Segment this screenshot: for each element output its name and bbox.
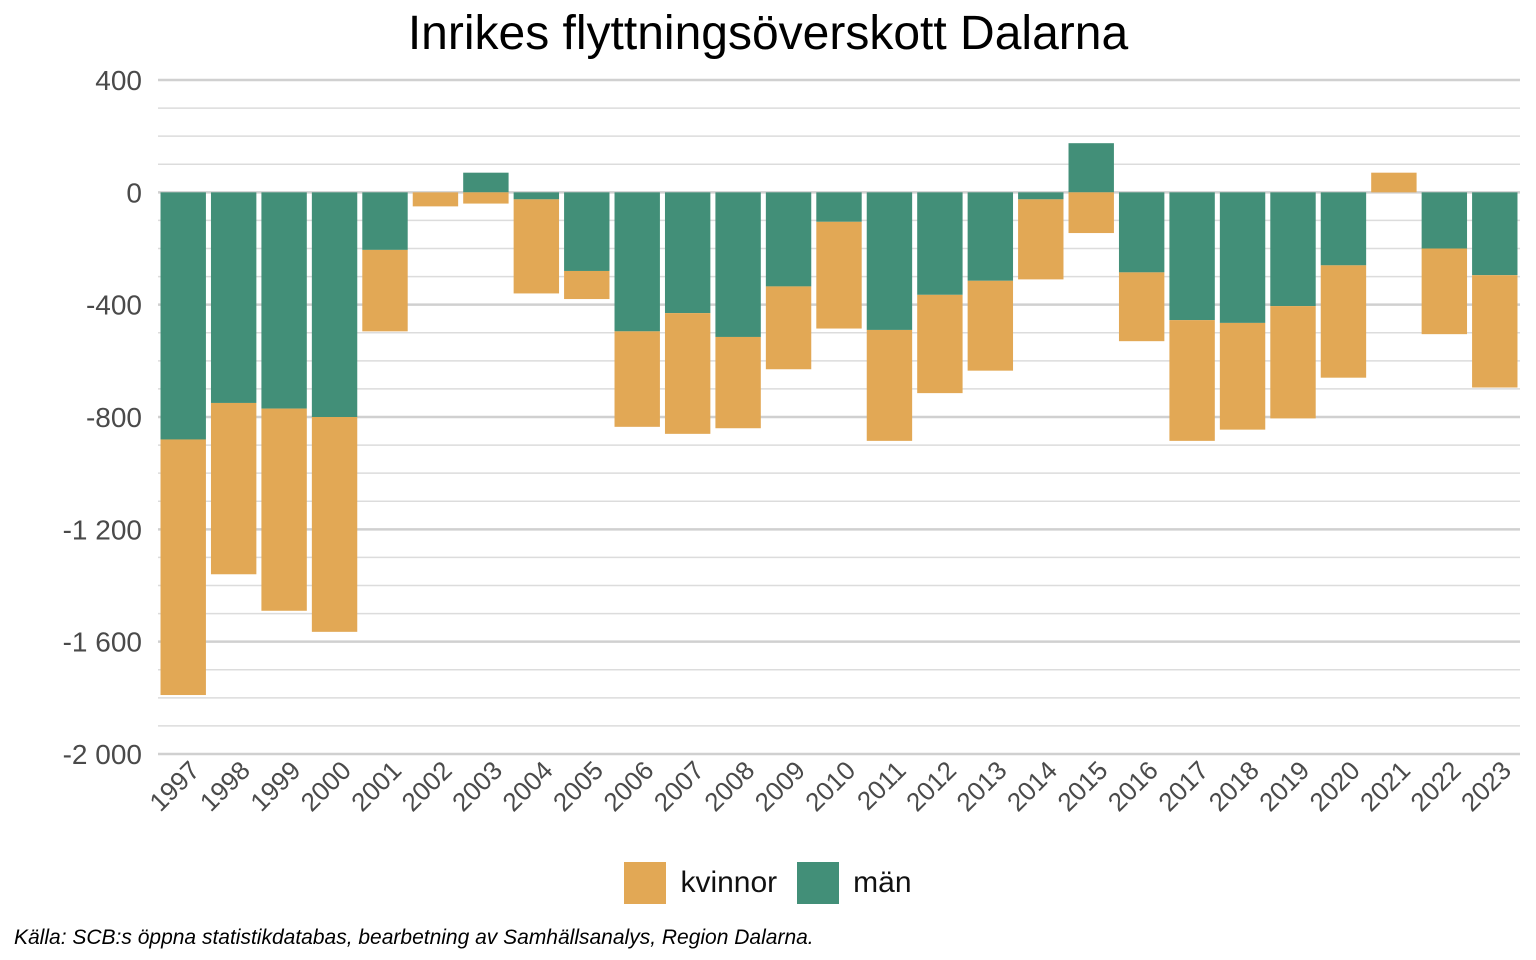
x-tick-label: 2002 xyxy=(396,755,458,817)
bar-man-1997 xyxy=(160,192,206,440)
x-tick-label: 2014 xyxy=(1001,755,1063,817)
x-tick-label: 2012 xyxy=(900,755,962,817)
bar-kvinnor-2007 xyxy=(664,313,711,434)
x-tick-label: 2006 xyxy=(597,755,659,817)
y-tick-label: -1 600 xyxy=(63,627,142,658)
bar-man-2003 xyxy=(463,172,509,193)
x-tick-label: 2021 xyxy=(1354,755,1416,817)
bar-kvinnor-2011 xyxy=(866,329,913,441)
bar-man-2009 xyxy=(765,192,812,287)
bar-man-2022 xyxy=(1421,192,1468,249)
bar-man-2017 xyxy=(1169,192,1215,321)
legend: kvinnor män xyxy=(0,862,1536,904)
x-tick-label: 2011 xyxy=(851,755,912,816)
bar-man-2011 xyxy=(866,192,913,330)
bars-layer xyxy=(160,143,1518,696)
bar-kvinnor-2020 xyxy=(1320,265,1367,378)
y-tick-label: -2 000 xyxy=(63,739,142,770)
bar-kvinnor-1998 xyxy=(210,402,257,575)
legend-label-man: män xyxy=(853,866,912,899)
x-tick-label: 2015 xyxy=(1051,755,1113,817)
bar-man-2013 xyxy=(967,192,1014,281)
legend-item-kvinnor: kvinnor xyxy=(624,862,777,904)
x-tick-label: 2023 xyxy=(1455,755,1517,817)
y-tick-label: 400 xyxy=(95,65,142,96)
x-axis-ticks: 1997199819992000200120022003200420052006… xyxy=(143,755,1517,817)
legend-swatch-man xyxy=(797,862,840,904)
bar-man-2010 xyxy=(816,192,862,222)
bar-man-1999 xyxy=(261,192,307,409)
bar-man-2007 xyxy=(664,192,711,314)
bar-kvinnor-2017 xyxy=(1169,320,1215,441)
bar-kvinnor-2016 xyxy=(1118,272,1165,342)
bar-kvinnor-2013 xyxy=(967,280,1014,371)
bar-kvinnor-2018 xyxy=(1219,322,1266,430)
bar-kvinnor-2015 xyxy=(1068,192,1114,234)
legend-label-kvinnor: kvinnor xyxy=(680,866,778,899)
x-tick-label: 1997 xyxy=(143,755,205,817)
x-tick-label: 2008 xyxy=(698,755,760,817)
x-tick-label: 1998 xyxy=(194,755,256,817)
x-tick-label: 2000 xyxy=(295,755,357,817)
x-tick-label: 2018 xyxy=(1203,755,1265,817)
chart-title: Inrikes flyttningsöverskott Dalarna xyxy=(407,7,1129,60)
bar-man-2000 xyxy=(311,192,358,417)
x-tick-label: 2022 xyxy=(1404,755,1466,817)
y-tick-label: -400 xyxy=(86,290,142,321)
y-tick-label: -1 200 xyxy=(63,514,142,545)
x-tick-label: 2013 xyxy=(950,755,1012,817)
bar-man-2006 xyxy=(614,192,660,332)
x-tick-label: 1999 xyxy=(244,755,306,817)
source-caption: Källa: SCB:s öppna statistikdatabas, bea… xyxy=(14,926,814,949)
bar-kvinnor-2001 xyxy=(362,249,408,332)
legend-item-man: män xyxy=(797,862,912,904)
bar-man-2023 xyxy=(1472,192,1518,276)
x-tick-label: 2010 xyxy=(799,755,861,817)
y-tick-label: 0 xyxy=(126,177,142,208)
x-tick-label: 2007 xyxy=(648,755,710,817)
bar-kvinnor-2002 xyxy=(412,192,459,207)
x-tick-label: 2001 xyxy=(345,755,407,817)
y-axis-ticks: 400 0 -400 -800 -1 200 -1 600 -2 000 xyxy=(63,65,142,770)
x-tick-label: 2019 xyxy=(1253,755,1315,817)
bar-kvinnor-2008 xyxy=(715,336,761,429)
bar-man-2005 xyxy=(564,192,610,271)
bar-kvinnor-1999 xyxy=(261,408,307,611)
bar-kvinnor-2009 xyxy=(765,286,812,370)
bar-man-2018 xyxy=(1219,192,1266,323)
x-tick-label: 2005 xyxy=(547,755,609,817)
x-tick-label: 2003 xyxy=(446,755,508,817)
bar-kvinnor-2019 xyxy=(1270,306,1316,419)
bar-man-2012 xyxy=(917,192,963,295)
x-tick-label: 2009 xyxy=(749,755,811,817)
bar-man-2008 xyxy=(715,192,761,337)
bar-kvinnor-2005 xyxy=(564,270,610,300)
bar-kvinnor-2010 xyxy=(816,221,862,329)
bar-kvinnor-2023 xyxy=(1472,275,1518,388)
bar-kvinnor-2021 xyxy=(1371,172,1417,193)
bar-man-2001 xyxy=(362,192,408,250)
bar-man-2016 xyxy=(1118,192,1165,273)
bar-kvinnor-2003 xyxy=(463,192,509,204)
x-tick-label: 2017 xyxy=(1152,755,1214,817)
bar-kvinnor-2006 xyxy=(614,331,660,427)
bar-man-2004 xyxy=(513,192,560,200)
bar-kvinnor-2012 xyxy=(917,294,963,394)
y-tick-label: -800 xyxy=(86,402,142,433)
bar-man-2015 xyxy=(1068,143,1114,193)
bar-man-1998 xyxy=(210,192,257,403)
bar-kvinnor-2014 xyxy=(1018,199,1064,280)
bar-man-2014 xyxy=(1018,192,1064,200)
legend-swatch-kvinnor xyxy=(624,862,667,904)
bar-kvinnor-2004 xyxy=(513,199,560,294)
bar-man-2019 xyxy=(1270,192,1316,307)
bar-kvinnor-2022 xyxy=(1421,248,1468,335)
x-tick-label: 2020 xyxy=(1304,755,1366,817)
x-tick-label: 2016 xyxy=(1102,755,1164,817)
bar-man-2020 xyxy=(1320,192,1367,266)
bar-kvinnor-1997 xyxy=(160,439,206,696)
x-tick-label: 2004 xyxy=(496,755,558,817)
bar-kvinnor-2000 xyxy=(311,417,358,632)
